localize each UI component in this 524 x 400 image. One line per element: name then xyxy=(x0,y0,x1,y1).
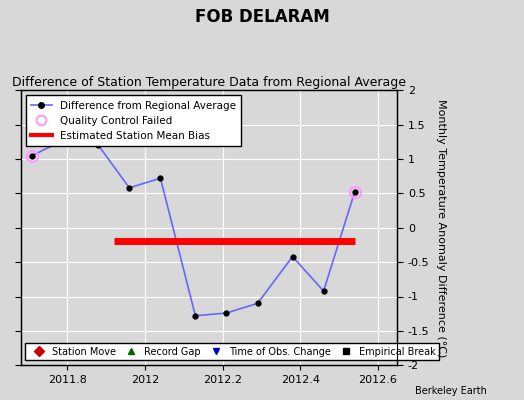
Y-axis label: Monthly Temperature Anomaly Difference (°C): Monthly Temperature Anomaly Difference (… xyxy=(436,98,446,357)
Text: FOB DELARAM: FOB DELARAM xyxy=(194,8,330,26)
Title: Difference of Station Temperature Data from Regional Average: Difference of Station Temperature Data f… xyxy=(12,76,406,89)
Legend: Station Move, Record Gap, Time of Obs. Change, Empirical Break: Station Move, Record Gap, Time of Obs. C… xyxy=(26,343,440,360)
Text: Berkeley Earth: Berkeley Earth xyxy=(416,386,487,396)
